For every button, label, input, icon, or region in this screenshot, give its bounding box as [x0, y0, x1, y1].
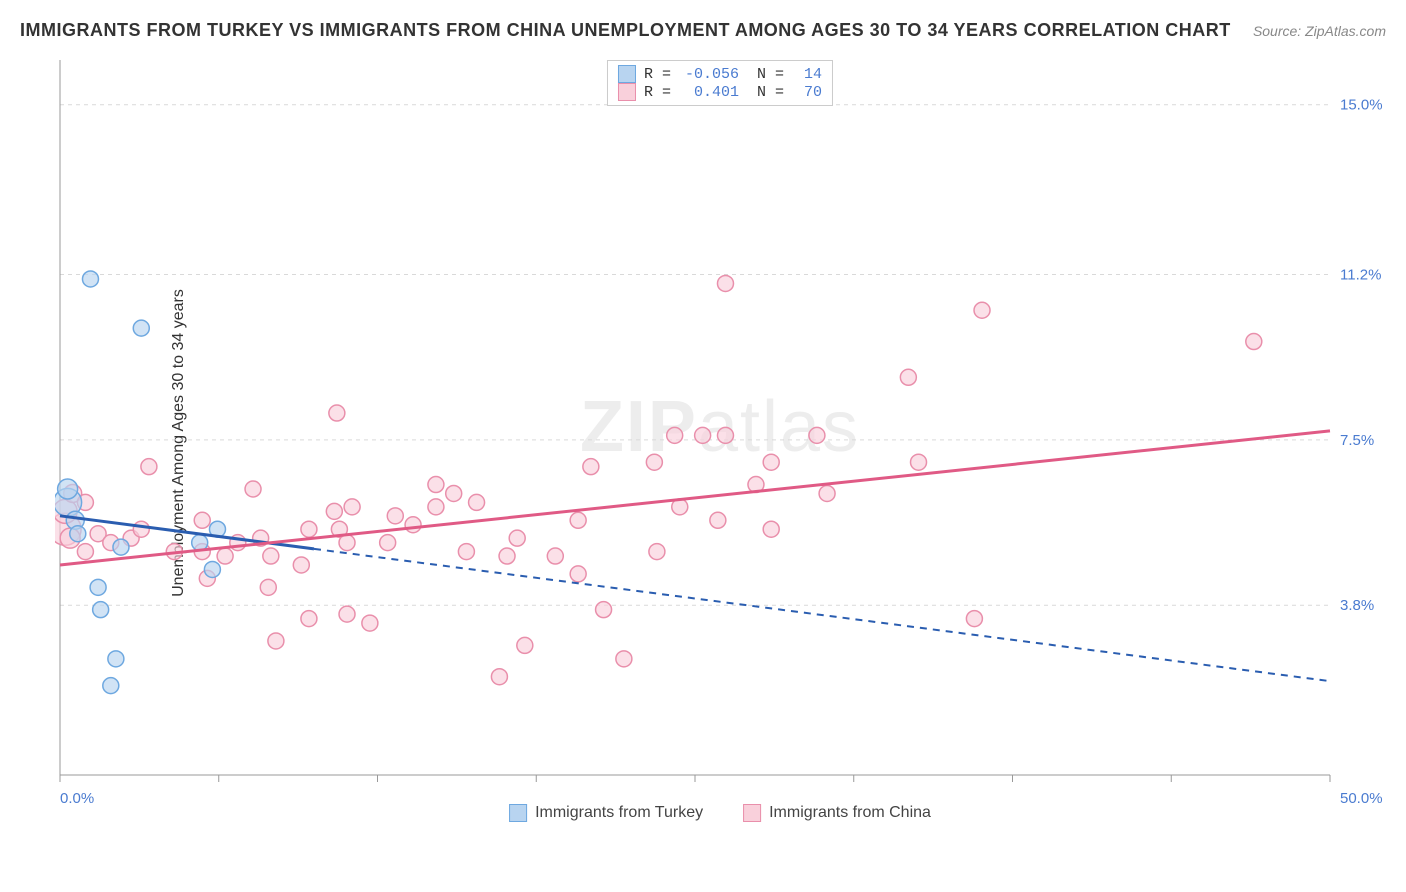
- svg-text:15.0%: 15.0%: [1340, 97, 1383, 114]
- legend-stat-row: R = -0.056 N = 14: [618, 65, 822, 83]
- legend-n-value: 70: [792, 84, 822, 101]
- header: IMMIGRANTS FROM TURKEY VS IMMIGRANTS FRO…: [20, 20, 1386, 41]
- svg-text:7.5%: 7.5%: [1340, 432, 1374, 449]
- legend-r-value: 0.401: [679, 84, 739, 101]
- legend-n-label: N =: [757, 84, 784, 101]
- svg-text:50.0%: 50.0%: [1340, 790, 1383, 807]
- chart-area: Unemployment Among Ages 30 to 34 years Z…: [55, 55, 1385, 830]
- legend-series: Immigrants from Turkey Immigrants from C…: [509, 804, 931, 822]
- legend-n-label: N =: [757, 66, 784, 83]
- legend-swatch: [618, 83, 636, 101]
- chart-title: IMMIGRANTS FROM TURKEY VS IMMIGRANTS FRO…: [20, 20, 1231, 41]
- legend-series-item: Immigrants from Turkey: [509, 804, 703, 822]
- source-label: Source: ZipAtlas.com: [1253, 23, 1386, 39]
- legend-swatch: [743, 804, 761, 822]
- svg-text:3.8%: 3.8%: [1340, 597, 1374, 614]
- scatter-plot: 3.8% 7.5% 11.2% 15.0% 0.0% 50.0%: [55, 55, 1385, 830]
- svg-text:0.0%: 0.0%: [60, 790, 94, 807]
- svg-text:11.2%: 11.2%: [1340, 267, 1381, 284]
- legend-swatch: [618, 65, 636, 83]
- legend-n-value: 14: [792, 66, 822, 83]
- legend-swatch: [509, 804, 527, 822]
- legend-series-label: Immigrants from China: [769, 804, 931, 822]
- legend-r-value: -0.056: [679, 66, 739, 83]
- legend-stat-row: R = 0.401 N = 70: [618, 83, 822, 101]
- legend-r-label: R =: [644, 84, 671, 101]
- legend-series-item: Immigrants from China: [743, 804, 931, 822]
- legend-series-label: Immigrants from Turkey: [535, 804, 703, 822]
- legend-r-label: R =: [644, 66, 671, 83]
- legend-stats: R = -0.056 N = 14 R = 0.401 N = 70: [607, 60, 833, 106]
